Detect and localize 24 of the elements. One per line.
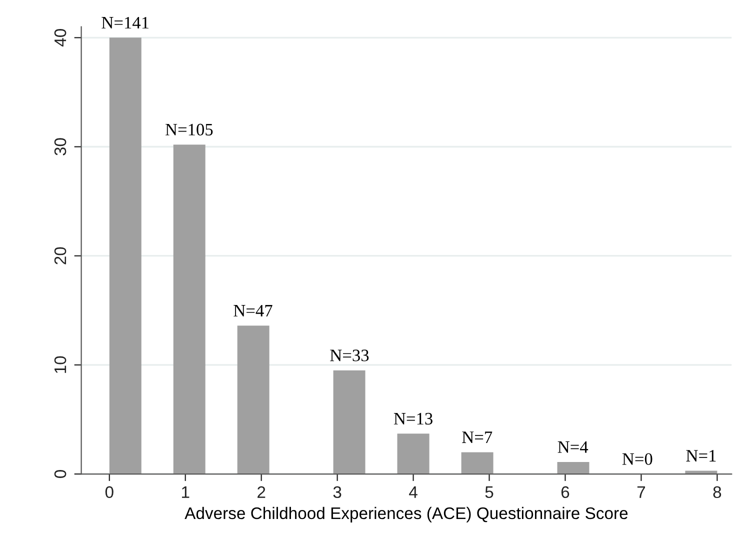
y-tick-label: 20 (54, 247, 66, 264)
y-tick-label: 40 (54, 29, 66, 47)
x-tick-label: 2 (258, 486, 266, 498)
annotation: N=33 (330, 350, 369, 362)
annotation: N=13 (394, 412, 432, 425)
annotation: N=47 (234, 304, 272, 316)
x-tick-label: 0 (105, 486, 114, 498)
x-axis-title: Adverse Childhood Experiences (ACE) Questionnaire Score (184, 506, 628, 522)
y-tick-label: 30 (54, 138, 66, 156)
x-tick-label: 4 (409, 486, 418, 498)
x-tick-label: 5 (485, 486, 494, 498)
x-tick-label: 7 (637, 486, 645, 498)
annotation: N=0 (622, 453, 652, 465)
x-tick-label: 8 (713, 486, 722, 498)
annotation: N=4 (558, 441, 588, 453)
y-tick-label: 10 (54, 356, 66, 373)
annotation: N=7 (462, 432, 492, 443)
x-tick-label: 3 (333, 486, 342, 498)
annotation: N=105 (165, 124, 213, 136)
y-tick-label: 0 (54, 470, 66, 478)
annotation: N=141 (102, 16, 148, 28)
annotation: N=1 (686, 450, 716, 462)
x-tick-label: 1 (182, 486, 190, 498)
x-tick-label: 6 (561, 486, 570, 498)
